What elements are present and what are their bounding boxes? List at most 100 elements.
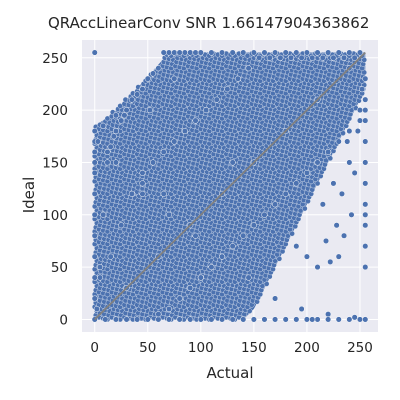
data-point [245,65,252,72]
data-point [218,49,226,56]
data-point [118,222,125,229]
data-point [208,49,215,56]
data-point [93,305,100,313]
y-axis-label: Ideal [20,176,38,214]
data-point [303,169,310,176]
data-point [351,54,358,61]
data-point [282,190,289,197]
data-point [91,253,98,260]
data-point [325,316,332,323]
data-point [314,159,321,166]
data-point [192,117,199,124]
data-point [181,128,188,135]
data-point [277,54,284,61]
data-point [160,190,167,197]
data-point [224,86,231,93]
data-point [261,49,268,56]
data-point [346,159,353,166]
data-point [107,143,114,150]
data-point [192,232,199,239]
data-point [192,49,199,56]
data-point [335,138,342,145]
y-tick-label: 0 [59,312,68,328]
data-point [319,201,326,208]
data-point [293,49,300,56]
data-point [121,112,128,119]
data-point [362,222,369,229]
data-point [325,148,332,156]
data-point [187,49,194,56]
data-point [160,49,167,56]
data-point [351,169,358,176]
data-point [348,211,355,218]
data-point [351,314,358,321]
data-point [309,54,316,61]
data-point [160,148,167,156]
data-point [362,243,369,250]
data-point [91,169,98,176]
data-point [341,54,348,61]
data-point [362,316,369,323]
data-point [319,54,326,61]
data-point [176,316,183,323]
data-point [362,264,369,271]
data-point [330,54,337,61]
data-point [359,86,366,93]
x-tick-label: 250 [347,340,373,356]
y-tick-label: 50 [51,260,68,276]
data-point [155,65,162,72]
data-point [128,96,135,103]
data-point [229,159,236,166]
data-point [94,138,101,145]
data-point [229,49,236,56]
data-point [139,169,146,176]
data-point [250,222,257,229]
data-point [314,316,321,323]
data-point [197,49,204,56]
data-point [362,75,369,82]
data-point [293,316,300,323]
data-point [344,138,351,145]
data-point [91,159,98,166]
data-point [112,316,119,323]
data-point [208,316,215,323]
data-point [96,274,104,281]
data-point [356,316,364,323]
data-point [362,117,369,124]
data-point [213,96,220,103]
data-point [293,180,300,187]
y-tick-label: 150 [42,155,68,171]
data-point [171,49,178,56]
data-point [176,295,183,302]
data-point [261,211,268,218]
data-point [362,107,369,114]
data-point [128,190,135,197]
data-point [134,91,141,98]
data-point [229,316,236,323]
data-point [245,274,252,281]
data-point [234,75,242,82]
data-point [91,232,98,239]
data-point [208,264,215,271]
data-point [187,316,194,323]
data-point [165,211,173,218]
data-point [256,54,263,61]
x-tick-label: 150 [241,340,267,356]
data-point [282,49,289,56]
data-point [139,180,146,187]
data-point [91,274,98,281]
data-point [335,253,342,260]
data-point [346,49,353,56]
data-point [229,243,236,250]
data-point [118,117,125,124]
data-point [176,49,183,56]
data-point [100,211,107,218]
y-tick-label: 200 [42,103,68,119]
data-point [91,295,98,302]
data-point [123,107,130,114]
data-point [272,201,279,208]
data-point [272,295,279,302]
data-point [314,49,321,56]
data-point [298,305,305,313]
data-point [197,316,204,323]
